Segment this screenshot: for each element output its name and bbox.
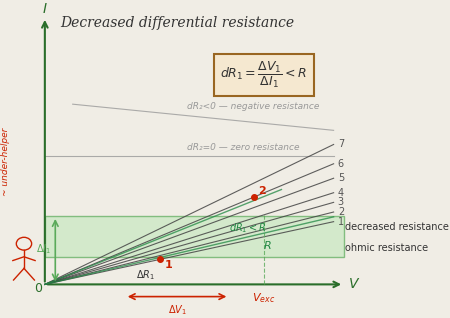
Text: dR₂<0 — negative resistance: dR₂<0 — negative resistance xyxy=(188,102,320,111)
Text: I: I xyxy=(43,2,47,16)
Text: decreased resistance: decreased resistance xyxy=(345,223,449,232)
Text: $\Delta I_1$: $\Delta I_1$ xyxy=(36,242,51,256)
Text: R: R xyxy=(264,241,272,251)
Text: 5: 5 xyxy=(338,173,344,183)
Text: 6: 6 xyxy=(338,159,344,169)
Text: $\Delta V_1$: $\Delta V_1$ xyxy=(167,303,187,317)
Text: 3: 3 xyxy=(338,197,344,207)
Text: Decreased differential resistance: Decreased differential resistance xyxy=(60,16,294,30)
Text: $\Delta R_1$: $\Delta R_1$ xyxy=(136,268,155,282)
Text: V: V xyxy=(349,277,359,291)
Text: 7: 7 xyxy=(338,140,344,149)
Text: 2: 2 xyxy=(338,207,344,217)
Text: 4: 4 xyxy=(338,188,344,198)
Text: dR₂=0 — zero resistance: dR₂=0 — zero resistance xyxy=(188,143,300,152)
Text: $V_{exc}$: $V_{exc}$ xyxy=(252,291,275,305)
Text: $dR_1 = \dfrac{\Delta V_1}{\Delta I_1} < R$: $dR_1 = \dfrac{\Delta V_1}{\Delta I_1} <… xyxy=(220,60,308,90)
Text: $dR_1<R$: $dR_1<R$ xyxy=(229,221,267,235)
Bar xyxy=(45,216,344,257)
Text: 2: 2 xyxy=(258,186,266,196)
Text: ohmic resistance: ohmic resistance xyxy=(345,243,428,253)
Text: 0: 0 xyxy=(34,282,42,295)
Text: 1: 1 xyxy=(165,259,173,270)
Text: ~ under-helper: ~ under-helper xyxy=(1,128,10,197)
Text: 1: 1 xyxy=(338,217,344,227)
